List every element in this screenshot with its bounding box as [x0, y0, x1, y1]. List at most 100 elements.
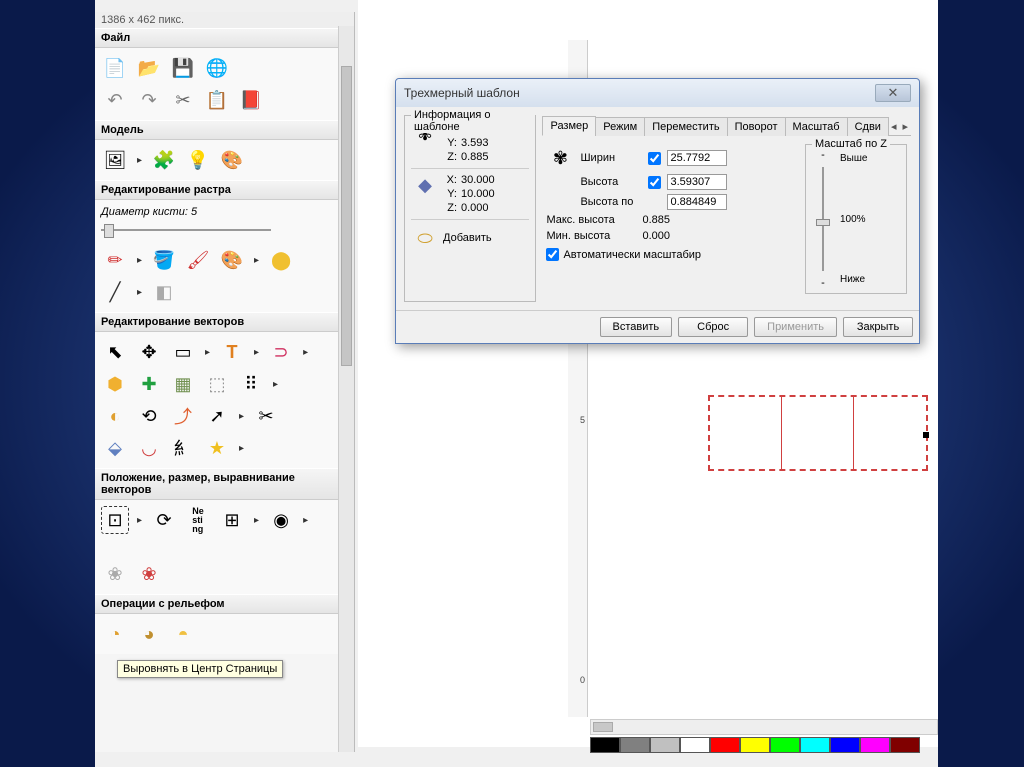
panel-body-relief: ◔ ◕ ◓	[95, 614, 354, 654]
panel-header-relief[interactable]: Операции с рельефом ▣	[95, 594, 354, 614]
z-slider[interactable]: - -	[812, 149, 834, 289]
color-swatch[interactable]	[680, 737, 710, 753]
width-checkbox[interactable]	[648, 152, 661, 165]
magnet-icon[interactable]: ⊃	[267, 338, 295, 366]
brush-size-slider[interactable]	[101, 222, 271, 238]
panel-header-vectors[interactable]: Редактирование векторов ▣	[95, 312, 354, 332]
arrow-icon: ▸	[135, 255, 144, 266]
color-swatch[interactable]	[740, 737, 770, 753]
eraser-icon[interactable]: ◧	[150, 278, 178, 306]
vec-icon-12[interactable]: ◡	[135, 434, 163, 462]
wand-icon[interactable]: ╱	[101, 278, 129, 306]
model-icon-4[interactable]: 🎨	[218, 146, 246, 174]
relief-icon-2[interactable]: ◕	[135, 620, 163, 648]
max-height-value: 0.885	[642, 214, 670, 226]
vec-icon-13[interactable]: ⺯	[169, 434, 197, 462]
color-swatch[interactable]	[860, 737, 890, 753]
vec-icon-11[interactable]: ⬙	[101, 434, 129, 462]
vec-icon-2[interactable]: ✚	[135, 370, 163, 398]
sidebar-scrollbar[interactable]	[338, 26, 354, 752]
tab-scale[interactable]: Масштаб	[785, 117, 848, 136]
close-button[interactable]: ✕	[875, 84, 911, 102]
pencil-icon[interactable]: ✏	[101, 246, 129, 274]
vec-icon-6[interactable]: ◐	[101, 402, 129, 430]
color-swatch[interactable]	[710, 737, 740, 753]
relief-icon-3[interactable]: ◓	[169, 620, 197, 648]
scrollbar-thumb[interactable]	[593, 722, 613, 732]
tab-shift[interactable]: Сдви	[847, 117, 889, 136]
heightby-input[interactable]	[667, 194, 727, 210]
ruler-tick: 5	[580, 415, 585, 425]
color-swatch[interactable]	[770, 737, 800, 753]
nesting-icon[interactable]: Nesting	[184, 506, 212, 534]
vec-icon-9[interactable]: ➚	[203, 402, 231, 430]
palette-icon[interactable]: 🎨	[218, 246, 246, 274]
dialog-titlebar[interactable]: Трехмерный шаблон ✕	[396, 79, 919, 107]
panel-header-file[interactable]: Файл ▣	[95, 28, 354, 48]
vec-icon-8[interactable]: ⤴	[169, 402, 197, 430]
panel-header-model[interactable]: Модель ▣	[95, 120, 354, 140]
overlap-icon[interactable]: ◉	[267, 506, 295, 534]
selection-box[interactable]	[708, 395, 928, 471]
undo-icon[interactable]: ↶	[101, 86, 129, 114]
paste-icon[interactable]: 📕	[237, 86, 265, 114]
save-file-icon[interactable]: 💾	[169, 54, 197, 82]
tab-size[interactable]: Размер	[542, 116, 596, 136]
horizontal-scrollbar[interactable]	[590, 719, 938, 735]
vec-icon-3[interactable]: ▦	[169, 370, 197, 398]
tab-scroll-left[interactable]: ◂	[888, 118, 900, 135]
tab-rotate[interactable]: Поворот	[727, 117, 786, 136]
brush-icon[interactable]: 🖌	[184, 246, 212, 274]
panel-header-position[interactable]: Положение, размер, выравнивание векторов…	[95, 468, 354, 500]
text-icon[interactable]: T	[218, 338, 246, 366]
info-y1: 3.593	[461, 137, 489, 149]
close-button[interactable]: Закрыть	[843, 317, 913, 337]
tab-scroll-right[interactable]: ▸	[899, 118, 911, 135]
color-swatch[interactable]	[650, 737, 680, 753]
model-icon-3[interactable]: 💡	[184, 146, 212, 174]
paste-button[interactable]: Вставить	[600, 317, 673, 337]
apply-button[interactable]: Применить	[754, 317, 837, 337]
move-icon[interactable]: ✥	[135, 338, 163, 366]
reset-button[interactable]: Сброс	[678, 317, 748, 337]
new-file-icon[interactable]: 📄	[101, 54, 129, 82]
vec-icon-7[interactable]: ⟲	[135, 402, 163, 430]
autoscale-checkbox[interactable]	[546, 248, 559, 261]
grid-icon[interactable]: ⊞	[218, 506, 246, 534]
bucket-icon[interactable]: 🪣	[150, 246, 178, 274]
rotate-icon[interactable]: ⟳	[150, 506, 178, 534]
color-swatch[interactable]	[830, 737, 860, 753]
vec-icon-14[interactable]: ★	[203, 434, 231, 462]
export-icon[interactable]: 🌐	[203, 54, 231, 82]
add-button[interactable]: ⬭ Добавить	[411, 226, 529, 250]
color-swatch[interactable]	[800, 737, 830, 753]
cut-icon[interactable]: ✂	[169, 86, 197, 114]
sphere-icon[interactable]: ⬤	[267, 246, 295, 274]
width-input[interactable]	[667, 150, 727, 166]
model-icon-1[interactable]: 🖼	[101, 146, 129, 174]
color-swatch[interactable]	[890, 737, 920, 753]
tab-mode[interactable]: Режим	[595, 117, 645, 136]
height-checkbox[interactable]	[648, 176, 661, 189]
vec-icon-1[interactable]: ⬢	[101, 370, 129, 398]
scrollbar-thumb[interactable]	[341, 66, 352, 366]
pos-icon-2[interactable]: ❀	[135, 560, 163, 588]
select-icon[interactable]: ⬉	[101, 338, 129, 366]
rect-icon[interactable]: ▭	[169, 338, 197, 366]
panel-header-raster[interactable]: Редактирование растра ▣	[95, 180, 354, 200]
pos-icon-1[interactable]: ❀	[101, 560, 129, 588]
zscale-bot: Ниже	[840, 274, 867, 285]
open-file-icon[interactable]: 📂	[135, 54, 163, 82]
align-center-icon[interactable]: ⊡	[101, 506, 129, 534]
vec-icon-10[interactable]: ✂	[252, 402, 280, 430]
vec-icon-5[interactable]: ⠿	[237, 370, 265, 398]
color-swatch[interactable]	[620, 737, 650, 753]
copy-icon[interactable]: 📋	[203, 86, 231, 114]
height-input[interactable]	[667, 174, 727, 190]
relief-icon-1[interactable]: ◔	[101, 620, 129, 648]
model-icon-2[interactable]: 🧩	[150, 146, 178, 174]
color-swatch[interactable]	[590, 737, 620, 753]
redo-icon[interactable]: ↷	[135, 86, 163, 114]
vec-icon-4[interactable]: ⬚	[203, 370, 231, 398]
tab-move[interactable]: Переместить	[644, 117, 727, 136]
